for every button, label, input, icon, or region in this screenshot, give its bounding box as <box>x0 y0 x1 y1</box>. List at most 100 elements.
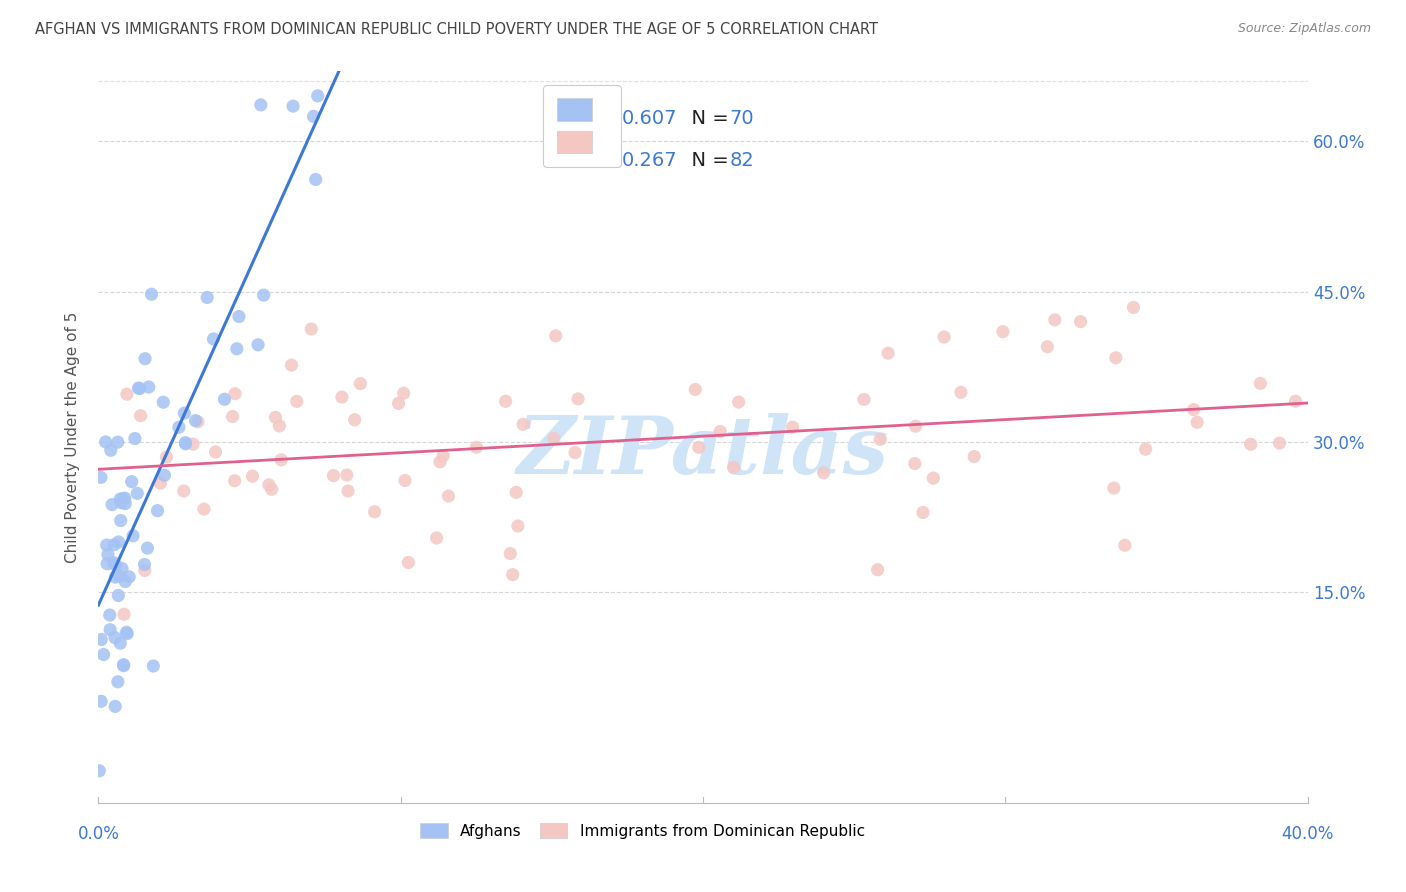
Point <box>98 608 121 623</box>
Point <box>1070 315 1092 329</box>
Point <box>115 387 138 401</box>
Text: 40.0%: 40.0% <box>1281 825 1334 843</box>
Text: 0.0%: 0.0% <box>77 825 120 843</box>
Point <box>330 390 353 404</box>
Point <box>111 561 134 575</box>
Point <box>904 419 927 434</box>
Point <box>134 563 156 577</box>
Point <box>242 469 264 483</box>
Point <box>112 658 135 673</box>
Text: Source: ZipAtlas.com: Source: ZipAtlas.com <box>1237 22 1371 36</box>
Point <box>110 636 132 650</box>
Point <box>142 659 165 673</box>
Point <box>90 470 112 484</box>
Point <box>173 406 195 420</box>
Point <box>110 492 132 507</box>
Legend: Afghans, Immigrants from Dominican Republic: Afghans, Immigrants from Dominican Repub… <box>412 815 873 847</box>
Point <box>97 548 120 562</box>
Point <box>1105 351 1128 365</box>
Point <box>932 330 955 344</box>
Point <box>1182 402 1205 417</box>
Point <box>336 468 359 483</box>
Point <box>904 457 927 471</box>
Point <box>813 466 835 480</box>
Point <box>363 505 385 519</box>
Point <box>124 432 146 446</box>
Point <box>108 569 131 583</box>
Point <box>181 437 204 451</box>
Point <box>512 417 534 432</box>
Point <box>107 535 129 549</box>
Point <box>155 450 177 465</box>
Point <box>911 506 934 520</box>
Point <box>280 358 302 372</box>
Point <box>782 420 804 434</box>
Point <box>167 420 190 434</box>
Point <box>506 519 529 533</box>
Point <box>852 392 875 407</box>
Point <box>90 694 112 708</box>
Point <box>429 455 451 469</box>
Point <box>89 764 111 778</box>
Point <box>437 489 460 503</box>
Point <box>104 699 127 714</box>
Point <box>285 394 308 409</box>
Point <box>146 503 169 517</box>
Point <box>114 574 136 589</box>
Point <box>1043 313 1066 327</box>
Point <box>270 453 292 467</box>
Point <box>224 386 246 401</box>
Point <box>184 414 207 428</box>
Point <box>866 563 889 577</box>
Point <box>114 497 136 511</box>
Point <box>221 409 243 424</box>
Point <box>193 502 215 516</box>
Text: 0.607: 0.607 <box>621 110 678 128</box>
Point <box>1114 538 1136 552</box>
Point <box>299 322 322 336</box>
Point <box>949 385 972 400</box>
Point <box>1135 442 1157 457</box>
Point <box>877 346 900 360</box>
Point <box>253 288 276 302</box>
Point <box>1036 340 1059 354</box>
Point <box>543 432 565 446</box>
Point <box>1122 301 1144 315</box>
Text: R =: R = <box>576 151 619 170</box>
Point <box>112 657 135 672</box>
Point <box>134 351 156 366</box>
Point <box>121 475 143 489</box>
Point <box>465 440 488 454</box>
Point <box>136 541 159 555</box>
Point <box>138 380 160 394</box>
Point <box>1249 376 1271 391</box>
Point <box>396 556 419 570</box>
Point <box>322 468 344 483</box>
Point <box>204 445 226 459</box>
Point <box>688 440 710 454</box>
Point <box>107 589 129 603</box>
Point <box>104 558 127 573</box>
Point <box>564 445 586 459</box>
Text: R =: R = <box>576 110 619 128</box>
Text: 70: 70 <box>730 110 754 128</box>
Point <box>281 99 304 113</box>
Point <box>101 498 124 512</box>
Point <box>224 474 246 488</box>
Point <box>104 631 127 645</box>
Point <box>922 471 945 485</box>
Point <box>723 460 745 475</box>
Point <box>110 496 132 510</box>
Point <box>134 558 156 572</box>
Point <box>104 570 127 584</box>
Point <box>567 392 589 406</box>
Point <box>683 383 706 397</box>
Point <box>1268 436 1291 450</box>
Point <box>110 514 132 528</box>
Point <box>426 531 449 545</box>
Point <box>250 98 273 112</box>
Point <box>1284 394 1306 409</box>
Point <box>394 474 416 488</box>
Text: 0.267: 0.267 <box>621 151 678 170</box>
Point <box>90 632 112 647</box>
